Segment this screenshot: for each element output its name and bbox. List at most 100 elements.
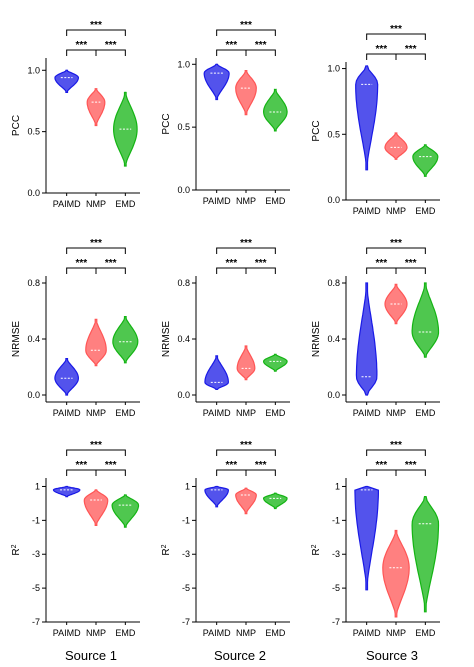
significance-bracket (366, 449, 426, 456)
significance-label: *** (75, 460, 87, 471)
significance-bracket (245, 469, 276, 476)
violin-emd (262, 353, 288, 372)
violin-paimd (355, 282, 378, 396)
y-tick-label: -1 (182, 515, 190, 525)
x-tick-label-paimd: PAIMD (353, 628, 381, 638)
significance-label: *** (225, 460, 237, 471)
significance-label: *** (375, 44, 387, 55)
x-tick-label-nmp: NMP (236, 628, 256, 638)
significance-bracket (216, 247, 276, 254)
significance-bracket (95, 49, 126, 56)
y-axis-label: PCC (11, 115, 22, 136)
x-tick-label-emd: EMD (415, 408, 436, 418)
y-tick-label: -5 (332, 583, 340, 593)
x-tick-label-nmp: NMP (386, 206, 406, 216)
violin-nmp (85, 318, 107, 367)
violin-emd (262, 88, 288, 132)
violin-paimd (203, 63, 230, 101)
significance-label: *** (225, 258, 237, 269)
y-tick-label: 0.0 (327, 195, 340, 205)
significance-bracket (66, 247, 126, 254)
significance-label: *** (255, 40, 267, 51)
y-tick-label: 1 (335, 481, 340, 491)
significance-label: *** (390, 238, 402, 249)
y-axis-label: PCC (161, 113, 172, 134)
x-tick-label-paimd: PAIMD (53, 199, 81, 209)
x-tick-label-paimd: PAIMD (53, 408, 81, 418)
significance-bracket (395, 469, 426, 476)
y-axis-label: NRMSE (11, 321, 22, 357)
x-tick-label-emd: EMD (115, 199, 136, 209)
x-tick-label-paimd: PAIMD (203, 196, 231, 206)
significance-label: *** (105, 460, 117, 471)
violin-paimd (355, 65, 379, 171)
violin-nmp (384, 132, 408, 160)
significance-label: *** (255, 258, 267, 269)
x-tick-label-paimd: PAIMD (53, 628, 81, 638)
column-title-source-2: Source 2 (214, 648, 266, 663)
significance-bracket (245, 49, 276, 56)
x-tick-label-nmp: NMP (386, 628, 406, 638)
x-tick-label-paimd: PAIMD (203, 628, 231, 638)
significance-label: *** (225, 40, 237, 51)
significance-label: *** (90, 238, 102, 249)
violin-nmp (235, 487, 257, 515)
significance-bracket (395, 53, 426, 60)
y-tick-label: 1 (35, 481, 40, 491)
y-tick-label: 0.0 (327, 390, 340, 400)
violin-nmp (86, 88, 106, 127)
x-tick-label-emd: EMD (265, 628, 286, 638)
significance-bracket (216, 449, 276, 456)
violin-emd (411, 495, 440, 613)
significance-label: *** (375, 258, 387, 269)
violin-emd (112, 316, 139, 364)
significance-label: *** (105, 258, 117, 269)
y-tick-label: 0.4 (27, 334, 40, 344)
y-tick-label: -3 (182, 549, 190, 559)
x-tick-label-nmp: NMP (386, 408, 406, 418)
y-tick-label: -1 (32, 515, 40, 525)
x-tick-label-nmp: NMP (236, 408, 256, 418)
significance-label: *** (105, 40, 117, 51)
violin-emd (263, 492, 288, 510)
y-tick-label: -3 (332, 549, 340, 559)
y-axis-label: R2 (311, 544, 323, 555)
x-tick-label-paimd: PAIMD (353, 408, 381, 418)
violin-paimd (52, 485, 81, 498)
column-title-source-1: Source 1 (65, 648, 117, 663)
significance-label: *** (240, 20, 252, 31)
significance-label: *** (405, 460, 417, 471)
y-axis-label: PCC (311, 120, 322, 141)
y-tick-label: 1.0 (327, 64, 340, 74)
significance-bracket (66, 449, 126, 456)
significance-bracket (95, 469, 126, 476)
significance-label: *** (255, 460, 267, 471)
violin-emd (411, 282, 440, 358)
x-tick-label-emd: EMD (415, 628, 436, 638)
x-tick-label-nmp: NMP (86, 628, 106, 638)
x-tick-label-nmp: NMP (236, 196, 256, 206)
y-tick-label: 0.0 (27, 390, 40, 400)
y-tick-label: 0.0 (177, 390, 190, 400)
significance-label: *** (75, 40, 87, 51)
y-tick-label: 1.0 (177, 59, 190, 69)
column-title-source-3: Source 3 (366, 648, 418, 663)
y-tick-label: -5 (182, 583, 190, 593)
violin-nmp (235, 69, 257, 116)
significance-label: *** (390, 24, 402, 35)
y-tick-label: 0.5 (177, 122, 190, 132)
violin-paimd (204, 355, 230, 390)
y-tick-label: 0.8 (327, 278, 340, 288)
y-tick-label: 0.0 (27, 188, 40, 198)
y-tick-label: -1 (332, 515, 340, 525)
y-tick-label: -7 (32, 617, 40, 627)
significance-label: *** (240, 440, 252, 451)
